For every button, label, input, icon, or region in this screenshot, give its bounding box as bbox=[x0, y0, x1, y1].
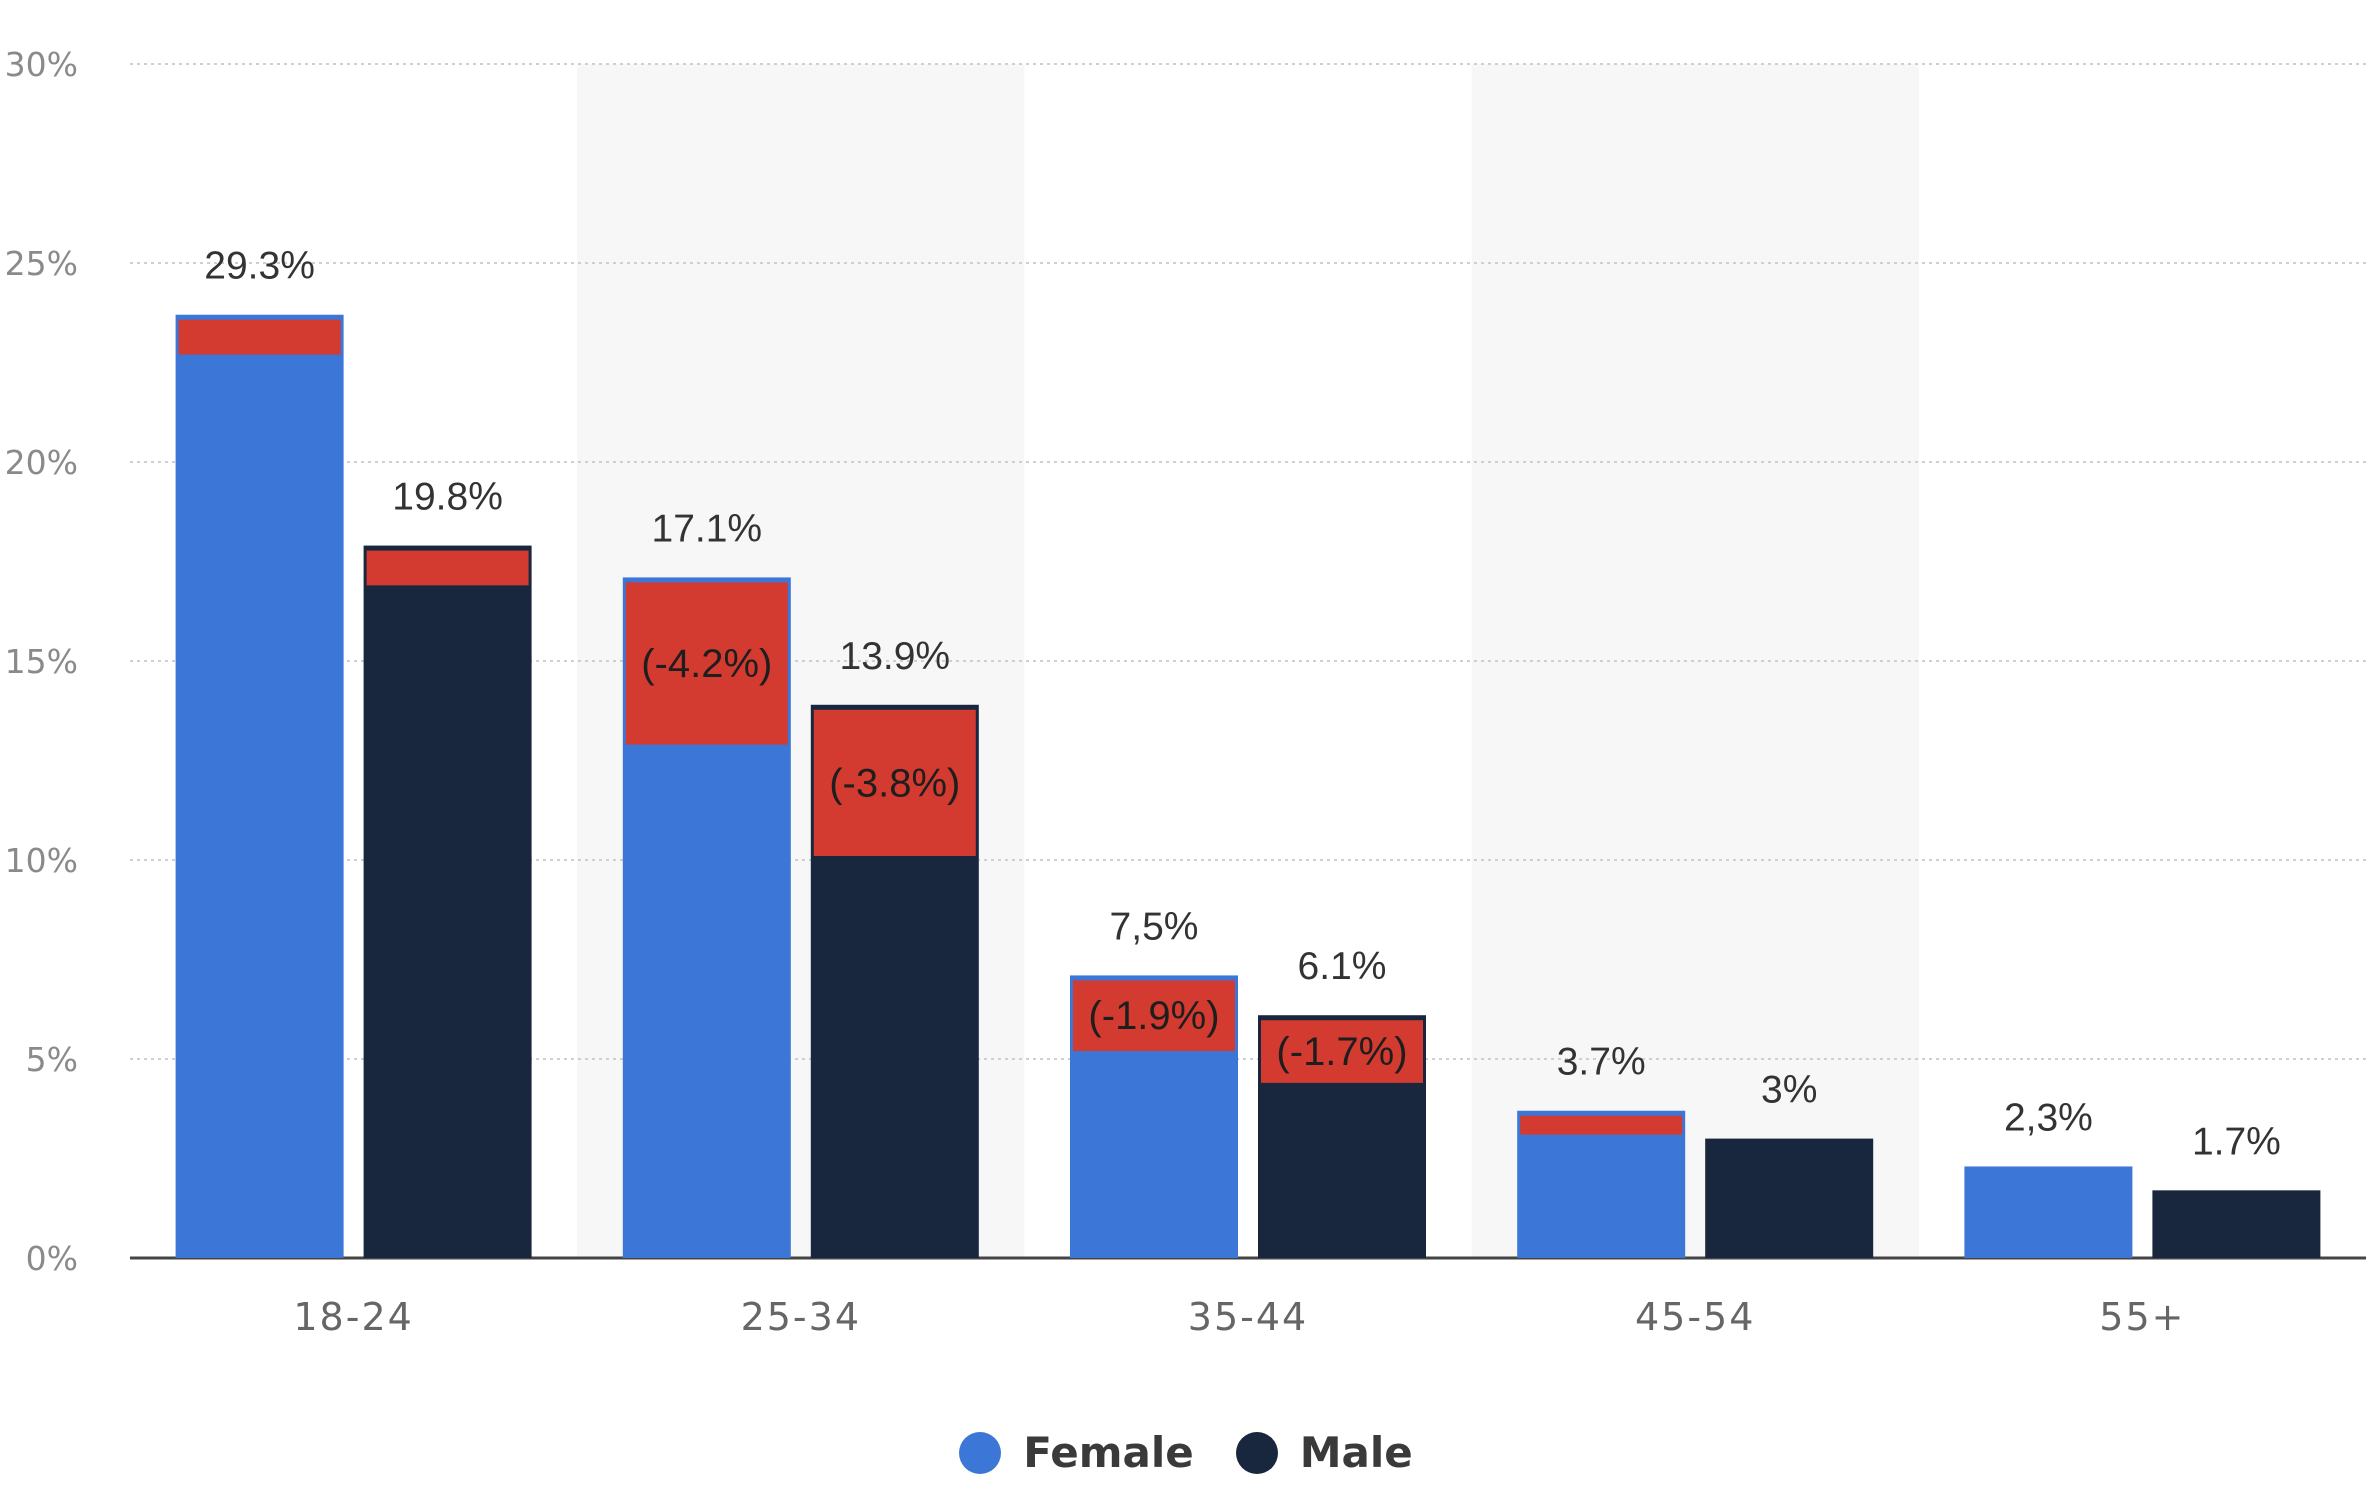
x-tick-label: 18-24 bbox=[293, 1295, 413, 1339]
legend: Female Male bbox=[0, 1428, 2372, 1477]
data-label-male-25-34: 13.9% bbox=[840, 635, 951, 678]
y-tick-label: 0% bbox=[26, 1239, 78, 1278]
bar-male-18-24 bbox=[363, 545, 532, 1258]
bar-female-55+ bbox=[1964, 1166, 2133, 1258]
legend-label-male: Male bbox=[1299, 1428, 1413, 1477]
legend-swatch-male bbox=[1235, 1431, 1278, 1474]
bar-female-45-54 bbox=[1517, 1110, 1686, 1258]
legend-item-female[interactable]: Female bbox=[959, 1428, 1194, 1477]
x-tick-label: 45-54 bbox=[1635, 1295, 1755, 1339]
bar-change-female-35-44 bbox=[1073, 980, 1235, 1052]
bar-female-18-24 bbox=[175, 314, 344, 1258]
x-tick-label: 35-44 bbox=[1188, 1295, 1308, 1339]
bar-change-female-45-54 bbox=[1520, 1115, 1683, 1135]
change-label-female-35-44: (-1.9%) bbox=[1088, 994, 1219, 1038]
change-label-male-35-44: (-1.7%) bbox=[1276, 1030, 1407, 1074]
y-tick-label: 30% bbox=[5, 45, 78, 84]
bar-male-45-54 bbox=[1705, 1138, 1874, 1258]
x-tick-label: 25-34 bbox=[741, 1295, 861, 1339]
data-label-male-35-44: 6.1% bbox=[1298, 945, 1387, 988]
bar-change-male-18-24 bbox=[366, 550, 529, 586]
data-label-female-35-44: 7,5% bbox=[1110, 905, 1199, 948]
data-label-male-55+: 1.7% bbox=[2192, 1120, 2281, 1163]
bar-male-55+ bbox=[2152, 1190, 2321, 1258]
y-tick-label: 5% bbox=[26, 1040, 78, 1079]
y-tick-label: 20% bbox=[5, 443, 78, 482]
data-label-male-45-54: 3% bbox=[1761, 1069, 1817, 1112]
y-tick-label: 15% bbox=[5, 642, 78, 681]
bar-change-male-35-44 bbox=[1261, 1020, 1423, 1083]
bar-change-female-25-34 bbox=[625, 582, 788, 745]
change-label-male-25-34: (-3.8%) bbox=[829, 761, 960, 805]
x-tick-label: 55+ bbox=[2099, 1295, 2185, 1339]
y-tick-label: 25% bbox=[5, 244, 78, 283]
data-label-female-45-54: 3.7% bbox=[1557, 1041, 1646, 1084]
change-label-female-25-34: (-4.2%) bbox=[641, 642, 772, 686]
data-label-female-25-34: 17.1% bbox=[652, 507, 763, 550]
legend-item-male[interactable]: Male bbox=[1235, 1428, 1413, 1477]
data-label-male-18-24: 19.8% bbox=[392, 476, 503, 519]
bar-change-male-25-34 bbox=[813, 709, 976, 857]
data-label-female-18-24: 29.3% bbox=[204, 245, 315, 288]
data-label-female-55+: 2,3% bbox=[2004, 1096, 2093, 1139]
y-tick-label: 10% bbox=[5, 841, 78, 880]
legend-label-female: Female bbox=[1023, 1428, 1194, 1477]
legend-swatch-female bbox=[959, 1431, 1002, 1474]
bar-change-female-18-24 bbox=[178, 319, 341, 355]
